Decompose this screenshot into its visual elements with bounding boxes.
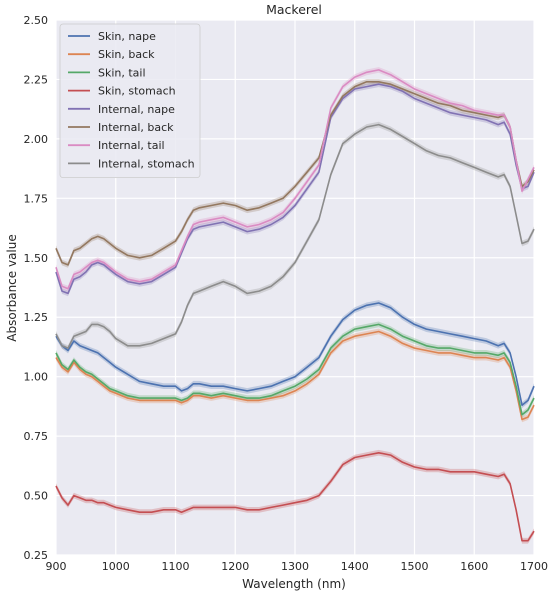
- confidence-band: [56, 300, 534, 409]
- y-tick-label: 0.75: [24, 430, 49, 443]
- legend-label: Skin, tail: [98, 66, 146, 79]
- y-tick-label: 1.00: [24, 371, 49, 384]
- x-tick-label: 1300: [281, 560, 309, 573]
- legend-label: Skin, back: [98, 48, 155, 61]
- series-lines: [55, 69, 535, 542]
- x-tick-label: 1700: [520, 560, 548, 573]
- legend: Skin, nape Skin, back Skin, tail Skin, stom…: [59, 23, 201, 179]
- series-line: [55, 83, 535, 295]
- series-line: [55, 330, 535, 421]
- x-tick-label: 1400: [341, 560, 369, 573]
- series-line: [55, 81, 535, 266]
- x-tick-label: 1000: [102, 560, 130, 573]
- y-tick-labels: 0.25 0.50 0.75 1.00 1.25 1.50 1.75 2.00 2.25 2.50: [24, 14, 49, 562]
- series-line: [55, 302, 535, 407]
- x-tick-label: 900: [46, 560, 67, 573]
- legend-box: [59, 23, 201, 179]
- y-tick-label: 1.75: [24, 192, 49, 205]
- legend-label: Skin, nape: [98, 30, 156, 43]
- legend-label: Internal, tail: [98, 139, 165, 152]
- x-tick-label: 1600: [460, 560, 488, 573]
- x-tick-label: 1200: [221, 560, 249, 573]
- y-tick-label: 1.25: [24, 311, 49, 324]
- x-tick-label: 1500: [401, 560, 429, 573]
- y-tick-label: 2.25: [24, 73, 49, 86]
- legend-label: Skin, stomach: [98, 85, 176, 98]
- x-tick-labels: 900 1000 1100 1200 1300 1400 1500 1600 1700: [46, 560, 549, 573]
- series-line: [55, 451, 535, 542]
- y-axis-label: Absorbance value: [5, 234, 19, 342]
- confidence-band: [56, 121, 534, 351]
- legend-label: Internal, nape: [98, 103, 175, 116]
- chart-title: Mackerel: [266, 2, 322, 17]
- legend-label: Internal, stomach: [98, 157, 195, 170]
- series-line: [55, 123, 535, 349]
- y-tick-label: 0.50: [24, 490, 49, 503]
- y-tick-label: 2.00: [24, 133, 49, 146]
- y-tick-label: 0.25: [24, 549, 49, 562]
- x-axis-label: Wavelength (nm): [242, 577, 346, 591]
- y-tick-label: 2.50: [24, 14, 49, 27]
- legend-label: Internal, back: [98, 121, 174, 134]
- y-tick-label: 1.50: [24, 252, 49, 265]
- x-tick-label: 1100: [162, 560, 190, 573]
- series-line: [55, 323, 535, 416]
- series-line: [55, 69, 535, 290]
